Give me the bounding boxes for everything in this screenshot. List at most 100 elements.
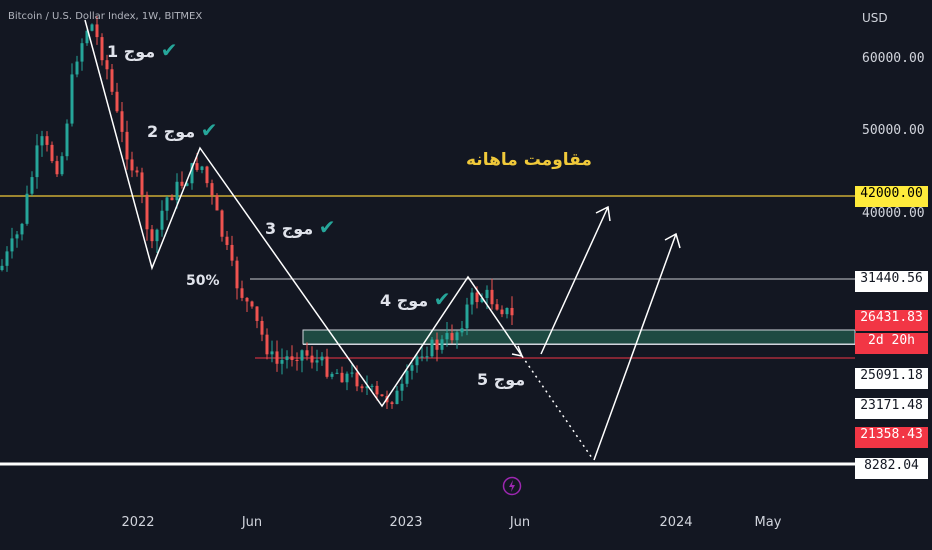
candle-body [160,210,164,230]
candle-body [90,24,94,31]
candle-body [165,197,169,211]
price-badge-8282[interactable]: 8282.04 [855,458,928,479]
candle-body [225,236,229,245]
support-zone[interactable] [302,329,856,345]
candle-body [200,166,204,170]
candle-body [325,356,329,377]
candle-body [380,394,384,397]
candle-body [285,356,289,361]
candle-body [465,304,469,329]
candle-body [295,359,299,361]
candle-body [445,333,449,340]
candle-body [25,193,29,224]
candle-body [130,159,134,171]
candle-body [330,373,334,377]
candle-body [360,386,364,389]
wave3-label[interactable]: موج 3 ✔ [265,215,336,239]
candle-body [340,372,344,383]
candle-body [415,356,419,366]
time-tick: 2024 [659,515,693,530]
check-icon: ✔ [318,215,336,239]
candle-body [75,61,79,75]
candle-body [45,136,49,145]
check-icon: ✔ [433,287,451,311]
candle-body [195,163,199,170]
price-badge-25091[interactable]: 25091.18 [855,368,928,389]
candle-body [290,356,294,360]
candle-body [80,43,84,62]
candle-body [420,356,424,358]
time-tick: Jun [509,515,531,530]
currency-label[interactable]: USD [862,11,888,25]
projection-dotted[interactable] [521,355,593,459]
candle-body [265,334,269,355]
candle-body [20,223,24,235]
candle-body [125,131,129,160]
time-tick: 2023 [389,515,423,530]
candle-body [315,360,319,363]
candle-body [390,402,394,405]
projection-arrow-2[interactable] [593,233,677,461]
candle-body [470,292,474,305]
resistance-label[interactable]: مقاومت ماهانه [466,150,592,170]
candle-body [490,289,494,305]
candle-body [505,307,509,315]
price-badge-resistance[interactable]: 42000.00 [855,186,928,207]
candle-body [35,145,39,178]
fib-50-label[interactable]: 50% [186,273,220,289]
candle-body [115,91,119,112]
price-badge-31440[interactable]: 31440.56 [855,271,928,292]
wave2-label[interactable]: موج 2 ✔ [147,118,218,142]
candle-body [170,197,174,201]
candle-body [395,390,399,405]
candle-body [110,69,114,92]
check-icon: ✔ [160,38,178,62]
lightning-icon[interactable] [502,476,522,496]
candle-body [495,304,499,310]
price-badge-current[interactable]: 26431.83 [855,310,928,331]
candle-body [175,181,179,201]
wave4-label[interactable]: موج 4 ✔ [380,287,451,311]
candle-body [255,306,259,321]
candle-series [0,16,514,409]
candle-body [95,24,99,38]
wave5-label[interactable]: موج 5 [477,370,526,389]
candle-body [460,328,464,333]
projection-arrow-1[interactable] [540,206,609,355]
candle-body [310,355,314,363]
symbol-title[interactable]: Bitcoin / U.S. Dollar Index, 1W, BITMEX [8,11,203,22]
candle-body [240,288,244,298]
candle-body [375,385,379,395]
candle-body [220,210,224,237]
candle-body [410,365,414,371]
wave1-label[interactable]: موج 1 ✔ [107,38,178,62]
candle-body [205,166,209,184]
candle-body [370,385,374,387]
support-zone-lower[interactable] [303,344,855,345]
price-badge-23171[interactable]: 23171.48 [855,398,928,419]
candle-body [275,351,279,364]
candle-body [440,339,444,350]
candle-body [480,297,484,303]
price-badge-21358[interactable]: 21358.43 [855,427,928,448]
projection-arrow-1-head [595,205,611,222]
candle-body [365,386,369,389]
candle-body [260,320,264,335]
candle-body [180,181,184,186]
candle-body [250,301,254,307]
candle-body [65,123,69,157]
candle-body [475,292,479,303]
candle-body [30,177,34,194]
candle-body [430,339,434,357]
candle-body [270,351,274,355]
time-tick: Jun [241,515,263,530]
candle-body [10,238,14,252]
candle-body [350,372,354,374]
candle-body [140,172,144,195]
candle-body [280,360,284,364]
elliott-wave-path[interactable] [84,19,523,408]
candle-body [50,144,54,162]
candle-body [335,372,339,374]
candle-body [85,30,89,44]
